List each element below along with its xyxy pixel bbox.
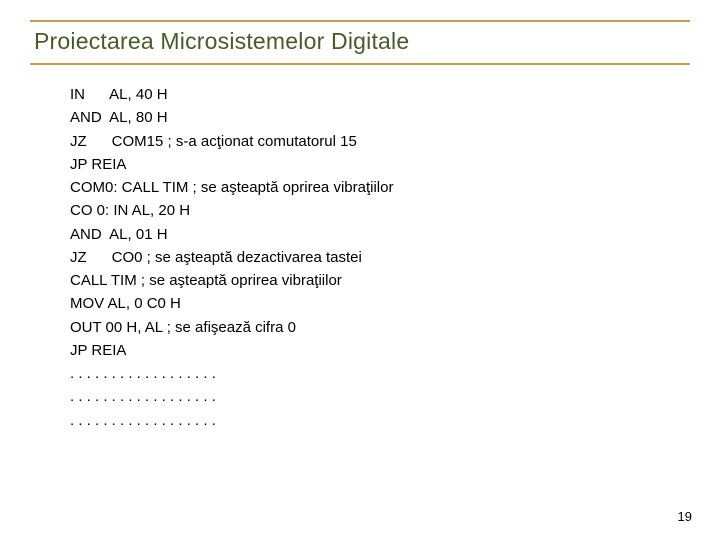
- code-block: IN AL, 40 H AND AL, 80 H JZ COM15 ; s-a …: [30, 83, 690, 432]
- code-line: COM0: CALL TIM ; se aşteaptă oprirea vib…: [70, 176, 690, 199]
- code-line: . . . . . . . . . . . . . . . . . .: [70, 362, 690, 385]
- slide: Proiectarea Microsistemelor Digitale IN …: [0, 0, 720, 540]
- code-line: JZ CO0 ; se aşteaptă dezactivarea tastei: [70, 246, 690, 269]
- slide-title: Proiectarea Microsistemelor Digitale: [34, 28, 690, 55]
- page-number: 19: [678, 509, 692, 524]
- code-line: CALL TIM ; se aşteaptă oprirea vibraţiil…: [70, 269, 690, 292]
- code-line: AND AL, 80 H: [70, 106, 690, 129]
- code-line: CO 0: IN AL, 20 H: [70, 199, 690, 222]
- code-line: . . . . . . . . . . . . . . . . . .: [70, 409, 690, 432]
- code-line: JP REIA: [70, 153, 690, 176]
- code-line: JZ COM15 ; s-a acţionat comutatorul 15: [70, 130, 690, 153]
- code-line: IN AL, 40 H: [70, 83, 690, 106]
- title-container: Proiectarea Microsistemelor Digitale: [30, 20, 690, 65]
- code-line: JP REIA: [70, 339, 690, 362]
- code-line: AND AL, 01 H: [70, 223, 690, 246]
- code-line: MOV AL, 0 C0 H: [70, 292, 690, 315]
- code-line: . . . . . . . . . . . . . . . . . .: [70, 385, 690, 408]
- code-line: OUT 00 H, AL ; se afişează cifra 0: [70, 316, 690, 339]
